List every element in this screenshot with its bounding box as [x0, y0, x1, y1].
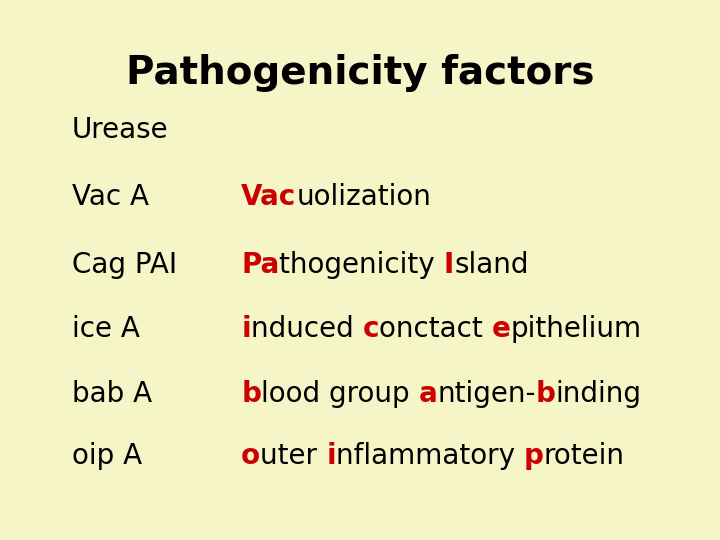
Text: pithelium: pithelium — [510, 315, 642, 343]
Text: bab A: bab A — [72, 380, 152, 408]
Text: uter: uter — [261, 442, 326, 470]
Text: Vac: Vac — [241, 183, 297, 211]
Text: onctact: onctact — [379, 315, 492, 343]
Text: e: e — [492, 315, 510, 343]
Text: sland: sland — [454, 251, 528, 279]
Text: lood group: lood group — [261, 380, 418, 408]
Text: o: o — [241, 442, 261, 470]
Text: nduced: nduced — [251, 315, 362, 343]
Text: thogenicity: thogenicity — [279, 251, 444, 279]
Text: i: i — [241, 315, 251, 343]
Text: a: a — [418, 380, 437, 408]
Text: ice A: ice A — [72, 315, 140, 343]
Text: Cag PAI: Cag PAI — [72, 251, 177, 279]
Text: Pathogenicity factors: Pathogenicity factors — [126, 54, 594, 92]
Text: Vac A: Vac A — [72, 183, 149, 211]
Text: rotein: rotein — [544, 442, 624, 470]
Text: I: I — [444, 251, 454, 279]
Text: inding: inding — [556, 380, 642, 408]
Text: ntigen-: ntigen- — [437, 380, 536, 408]
Text: c: c — [362, 315, 379, 343]
Text: oip A: oip A — [72, 442, 142, 470]
Text: i: i — [326, 442, 336, 470]
Text: b: b — [536, 380, 556, 408]
Text: Pa: Pa — [241, 251, 279, 279]
Text: Urease: Urease — [72, 116, 168, 144]
Text: b: b — [241, 380, 261, 408]
Text: p: p — [523, 442, 544, 470]
Text: nflammatory: nflammatory — [336, 442, 523, 470]
Text: uolization: uolization — [297, 183, 431, 211]
